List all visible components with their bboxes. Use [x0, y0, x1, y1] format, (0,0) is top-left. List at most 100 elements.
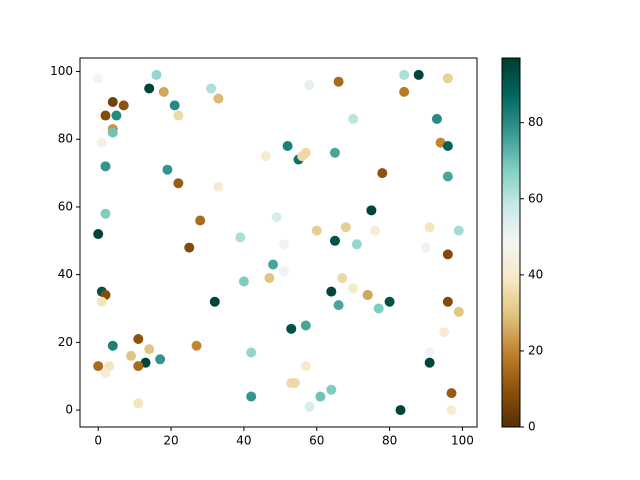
point [169, 100, 180, 111]
point [191, 340, 202, 351]
point [442, 73, 453, 84]
point [311, 225, 322, 236]
y-tick-label: 80 [58, 132, 73, 146]
colorbar-tick-label: 20 [528, 343, 543, 357]
point [413, 69, 424, 80]
point [282, 141, 293, 152]
point [395, 405, 406, 416]
point [340, 222, 351, 233]
colorbar-tick-label: 80 [528, 115, 543, 129]
point [333, 76, 344, 87]
point [286, 323, 297, 334]
point [271, 212, 282, 223]
point [431, 113, 442, 124]
point [133, 398, 144, 409]
point [399, 86, 410, 97]
point [366, 205, 377, 216]
point [100, 110, 111, 121]
point [333, 300, 344, 311]
point [100, 161, 111, 172]
point [370, 225, 381, 236]
point [326, 384, 337, 395]
point [442, 296, 453, 307]
point [424, 347, 435, 358]
point [348, 113, 359, 124]
point [246, 391, 257, 402]
point [278, 239, 289, 250]
point [351, 239, 362, 250]
point [93, 73, 104, 84]
y-tick-label: 0 [65, 403, 73, 417]
point [100, 367, 111, 378]
point [446, 388, 457, 399]
point [264, 273, 275, 284]
point [442, 171, 453, 182]
colorbar-tick-label: 0 [528, 420, 536, 434]
point [446, 405, 457, 416]
point [107, 127, 118, 138]
point [100, 208, 111, 219]
point [144, 83, 155, 94]
point [125, 350, 136, 361]
point [362, 289, 373, 300]
point [195, 215, 206, 226]
point [442, 249, 453, 260]
point [107, 97, 118, 108]
point [213, 181, 224, 192]
point [384, 296, 395, 307]
point [300, 320, 311, 331]
point [96, 296, 107, 307]
point [373, 303, 384, 314]
point [421, 242, 432, 253]
point [158, 86, 169, 97]
point [300, 147, 311, 158]
point [213, 93, 224, 104]
y-tick-label: 100 [50, 64, 73, 78]
point [96, 137, 107, 148]
point [337, 273, 348, 284]
point [173, 110, 184, 121]
point [377, 168, 388, 179]
y-tick-label: 40 [58, 267, 73, 281]
point [93, 229, 104, 240]
point [329, 235, 340, 246]
point [278, 266, 289, 277]
point [107, 340, 118, 351]
point [289, 377, 300, 388]
point [184, 242, 195, 253]
y-tick-label: 60 [58, 199, 73, 213]
point [93, 361, 104, 372]
point [133, 333, 144, 344]
x-tick-label: 80 [382, 434, 397, 448]
point [326, 286, 337, 297]
point [206, 83, 217, 94]
point [235, 232, 246, 243]
point [162, 164, 173, 175]
point [424, 222, 435, 233]
point [144, 344, 155, 355]
plot-frame [79, 57, 478, 428]
colorbar [501, 57, 521, 428]
point [399, 69, 410, 80]
point [304, 80, 315, 91]
point [453, 225, 464, 236]
x-tick-label: 100 [451, 434, 474, 448]
x-tick-label: 20 [163, 434, 178, 448]
x-tick-label: 40 [236, 434, 251, 448]
x-tick-label: 60 [309, 434, 324, 448]
point [118, 100, 129, 111]
point [238, 276, 249, 287]
colorbar-tick-label: 40 [528, 267, 543, 281]
point [442, 141, 453, 152]
point [439, 327, 450, 338]
point [329, 147, 340, 158]
point [304, 401, 315, 412]
point [260, 151, 271, 162]
point [268, 259, 279, 270]
point [209, 296, 220, 307]
point [246, 347, 257, 358]
y-tick-label: 20 [58, 335, 73, 349]
point [348, 283, 359, 294]
